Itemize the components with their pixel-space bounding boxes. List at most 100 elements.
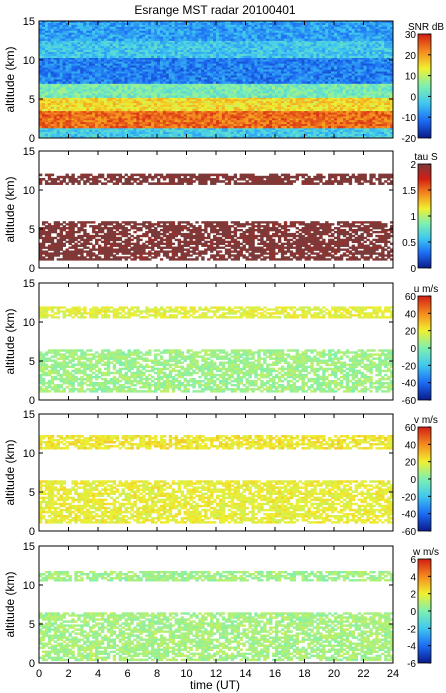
colorbar-tick-label-snr--20: -20	[402, 134, 417, 145]
y-axis-label-v: altitude (km)	[3, 439, 17, 505]
layer-snr-4	[39, 57, 393, 84]
colorbar-tick-label-v--40: -40	[402, 510, 417, 521]
y-tick-label-w-0: 0	[29, 658, 35, 670]
layer-snr-0	[39, 127, 393, 138]
layer-v-1	[39, 435, 393, 450]
colorbar-label-u: u m/s	[414, 284, 438, 295]
colorbar-tick-label-w-6: 6	[410, 555, 416, 566]
y-tick-label-v-10: 10	[23, 448, 35, 460]
layer-snr-3	[39, 83, 393, 98]
colorbar-tick-label-v--60: -60	[402, 527, 417, 538]
y-tick-label-v-5: 5	[29, 487, 35, 499]
colorbar-tick-label-u-0: 0	[410, 344, 416, 355]
layer-snr-2	[39, 97, 393, 112]
data-field-snr	[39, 21, 393, 138]
y-tick-label-tau-5: 5	[29, 224, 35, 236]
y-tick-label-v-0: 0	[29, 526, 35, 538]
colorbar-tick-label-snr-0: 0	[410, 92, 416, 103]
colorbar-tick-label-w-4: 4	[410, 572, 416, 583]
layer-tau-1	[39, 173, 393, 185]
colorbar-tick-label-v-0: 0	[410, 475, 416, 486]
y-tick-label-u-0: 0	[29, 395, 35, 407]
x-axis-label: time (UT)	[190, 678, 240, 692]
x-tick-label-22: 22	[357, 668, 369, 680]
layer-w-0	[39, 612, 393, 662]
y-tick-label-w-10: 10	[23, 580, 35, 592]
colorbar-tick-label-w--2: -2	[407, 624, 416, 635]
x-tick-label-2: 2	[65, 668, 71, 680]
colorbar-tick-label-u--60: -60	[402, 396, 417, 407]
data-field-w	[39, 570, 393, 662]
colorbar-tick-label-w-2: 2	[410, 590, 416, 601]
data-field-u	[39, 306, 393, 393]
colorbar-tick-label-snr-20: 20	[405, 51, 417, 62]
layer-w-1	[39, 570, 393, 582]
layer-snr-1	[39, 110, 393, 129]
y-tick-label-u-10: 10	[23, 317, 35, 329]
colorbar-tick-label-u--40: -40	[402, 379, 417, 390]
colorbar-tick-label-tau-2: 2	[410, 160, 416, 171]
colorbar-tick-label-u-60: 60	[405, 292, 417, 303]
colorbar-tick-label-tau-0.5: 0.5	[402, 238, 416, 249]
colorbar-tick-label-u--20: -20	[402, 361, 417, 372]
colorbar-tick-label-v-20: 20	[405, 458, 417, 469]
y-tick-label-tau-0: 0	[29, 263, 35, 275]
y-tick-label-snr-10: 10	[23, 55, 35, 67]
colorbar-snr	[417, 33, 432, 139]
y-axis-label-snr: altitude (km)	[3, 46, 17, 112]
colorbar-tick-label-snr--10: -10	[402, 113, 417, 124]
x-tick-label-12: 12	[210, 668, 222, 680]
y-tick-label-snr-5: 5	[29, 94, 35, 106]
data-field-v	[39, 435, 393, 524]
x-tick-label-18: 18	[298, 668, 310, 680]
x-tick-label-8: 8	[154, 668, 160, 680]
colorbar-label-v: v m/s	[414, 415, 438, 426]
x-tick-label-24: 24	[387, 668, 399, 680]
colorbar-tick-label-v-60: 60	[405, 423, 417, 434]
colorbar-tick-label-snr-10: 10	[405, 72, 417, 83]
y-axis-label-u: altitude (km)	[3, 308, 17, 374]
x-tick-label-14: 14	[239, 668, 251, 680]
panel-tau: 0 5 10 15 altitude (km) tau S2 1.5 1 0.5 0	[3, 146, 438, 275]
panel-u: 0 5 10 15 altitude (km) u m/s60 40 20 0 -20 -40 -60	[3, 278, 438, 407]
x-tick-label-10: 10	[180, 668, 192, 680]
panel-v: 0 5 10 15 altitude (km) v m/s60 40 20 0 -20 -40 -60	[3, 409, 438, 538]
y-axis-label-tau: altitude (km)	[3, 176, 17, 242]
y-tick-label-u-15: 15	[23, 278, 35, 290]
colorbar-tick-label-w--6: -6	[407, 659, 416, 670]
chart-title: Esrange MST radar 20100401	[134, 3, 296, 17]
colorbar-tick-label-u-20: 20	[405, 327, 417, 338]
colorbar-tick-label-tau-1.5: 1.5	[402, 186, 416, 197]
layer-u-1	[39, 306, 393, 319]
layer-tau-0	[39, 221, 393, 261]
colorbar-label-tau: tau S	[414, 152, 438, 163]
y-tick-label-snr-15: 15	[23, 16, 35, 28]
colorbar-tick-label-u-40: 40	[405, 309, 417, 320]
x-tick-label-16: 16	[269, 668, 281, 680]
y-tick-label-w-15: 15	[23, 541, 35, 553]
x-tick-label-6: 6	[124, 668, 130, 680]
y-tick-label-u-5: 5	[29, 356, 35, 368]
layer-snr-5	[39, 40, 393, 59]
y-axis-label-w: altitude (km)	[3, 571, 17, 637]
y-tick-label-snr-0: 0	[29, 133, 35, 145]
layer-v-0	[39, 480, 393, 524]
y-tick-label-v-15: 15	[23, 409, 35, 421]
colorbar-label-snr: SNR dB	[408, 22, 444, 33]
colorbar-tick-label-v--20: -20	[402, 492, 417, 503]
y-tick-label-w-5: 5	[29, 619, 35, 631]
colorbar-tick-label-w--4: -4	[407, 642, 416, 653]
x-tick-label-20: 20	[328, 668, 340, 680]
colorbar-tick-label-tau-0: 0	[410, 264, 416, 275]
x-tick-label-4: 4	[95, 668, 101, 680]
y-tick-label-tau-15: 15	[23, 146, 35, 158]
colorbar-tick-label-v-40: 40	[405, 440, 417, 451]
layer-snr-6	[39, 21, 393, 41]
x-tick-label-0: 0	[36, 668, 42, 680]
data-field-tau	[39, 173, 393, 261]
colorbar-tick-label-snr-30: 30	[405, 30, 417, 41]
layer-u-0	[39, 349, 393, 393]
